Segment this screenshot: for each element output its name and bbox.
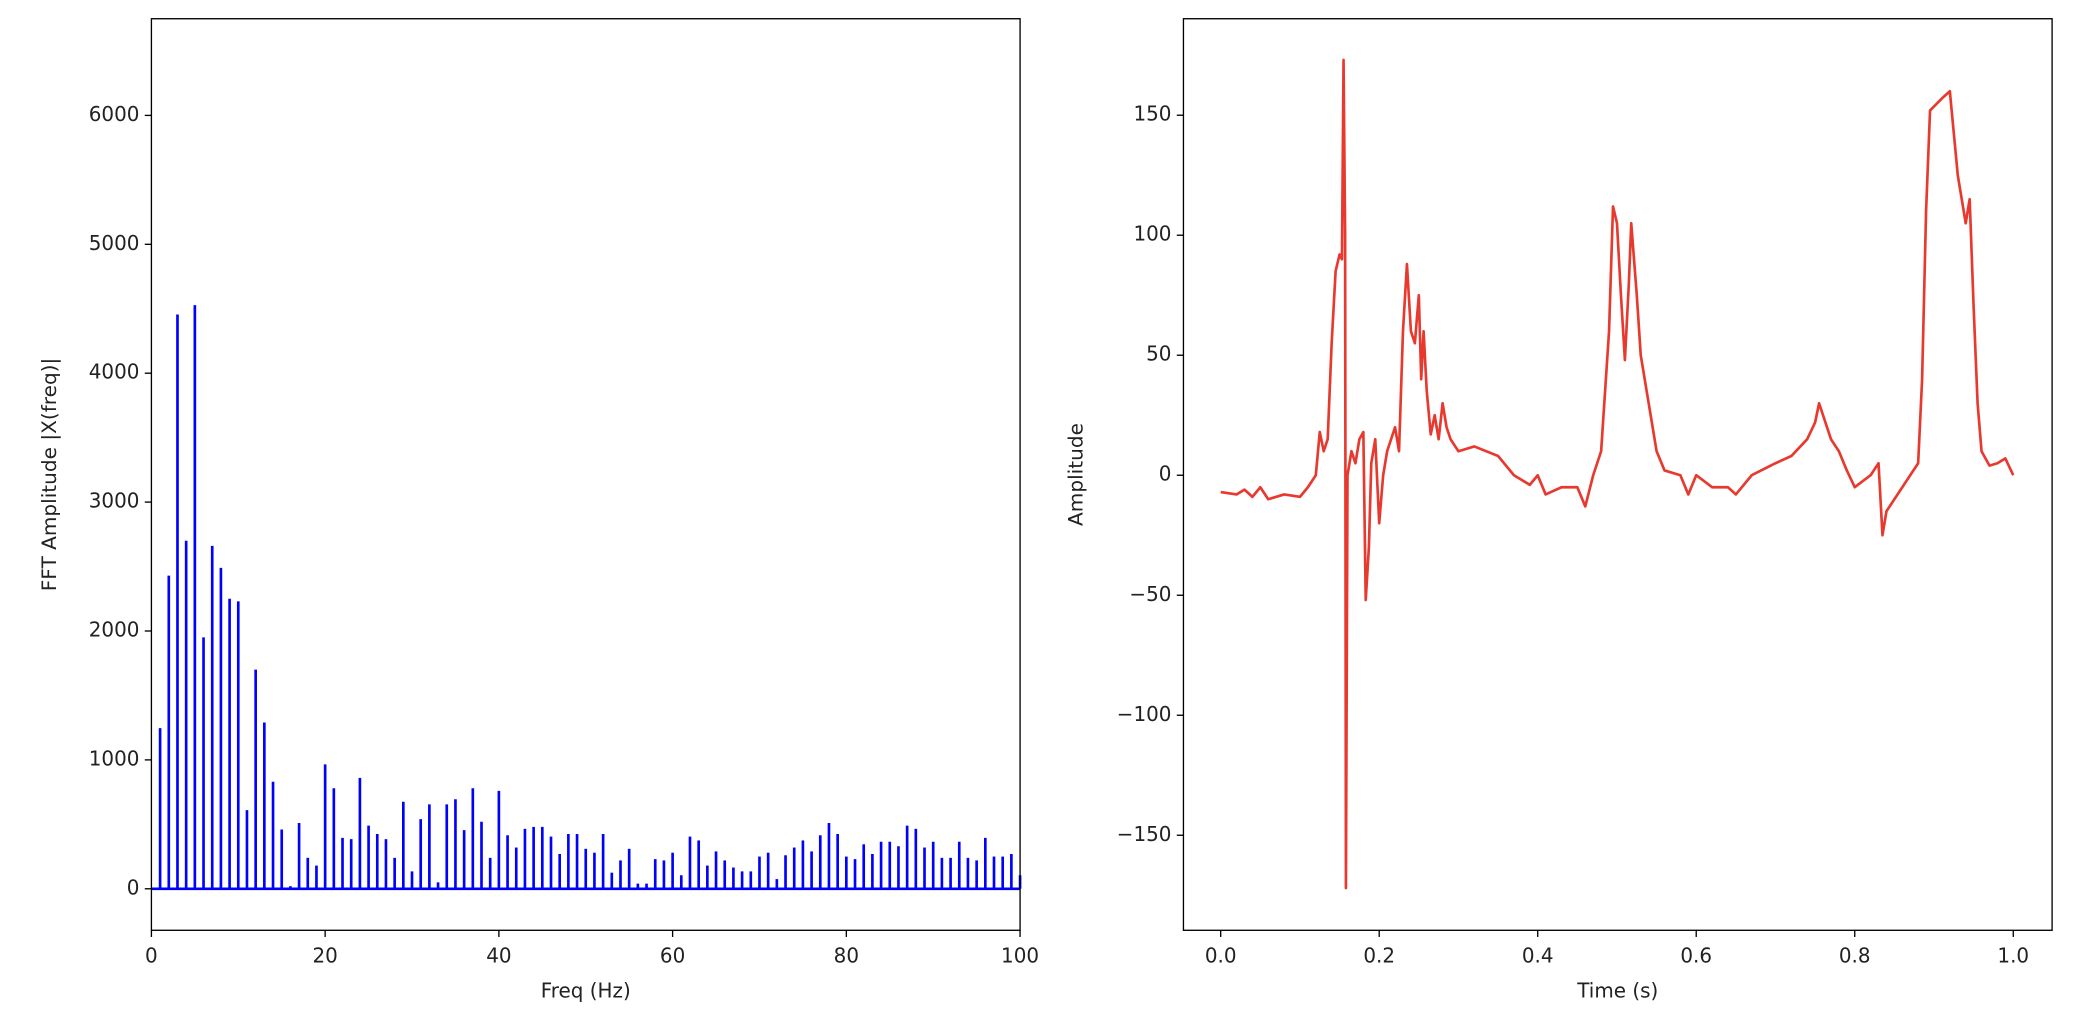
y-tick-label: 5000 bbox=[89, 231, 140, 255]
y-tick-label: 6000 bbox=[89, 102, 140, 126]
y-tick-label: 100 bbox=[1133, 222, 1171, 246]
x-tick-label: 20 bbox=[312, 944, 337, 968]
axes-frame bbox=[1182, 18, 2053, 931]
y-tick-label: 2000 bbox=[89, 617, 140, 641]
y-tick-label: −100 bbox=[1117, 702, 1172, 726]
y-tick-label: 50 bbox=[1146, 342, 1171, 366]
x-tick-label: 0 bbox=[145, 944, 158, 968]
x-tick-label: 100 bbox=[1001, 944, 1039, 968]
x-tick-label: 60 bbox=[660, 944, 685, 968]
x-tick-label: 0.2 bbox=[1363, 944, 1395, 968]
y-tick-label: 1000 bbox=[89, 746, 140, 770]
x-tick-label: 0.8 bbox=[1839, 944, 1871, 968]
signal-line bbox=[1220, 58, 2015, 890]
x-axis-label: Freq (Hz) bbox=[541, 978, 631, 1002]
y-tick-label: 4000 bbox=[89, 360, 140, 384]
x-tick-label: 80 bbox=[834, 944, 859, 968]
y-tick-label: 0 bbox=[1159, 462, 1172, 486]
x-tick-label: 1.0 bbox=[1997, 944, 2029, 968]
y-axis-label: FFT Amplitude |X(freq)| bbox=[37, 358, 61, 592]
y-tick-label: −150 bbox=[1117, 822, 1172, 846]
y-tick-label: 0 bbox=[127, 875, 140, 899]
y-axis-label: Amplitude bbox=[1064, 423, 1088, 526]
x-tick-label: 0.6 bbox=[1680, 944, 1712, 968]
y-tick-label: 150 bbox=[1133, 102, 1171, 126]
x-axis-label: Time (s) bbox=[1576, 978, 1658, 1002]
axes-frame bbox=[150, 18, 1021, 931]
x-tick-label: 0.4 bbox=[1522, 944, 1554, 968]
x-tick-label: 0.0 bbox=[1205, 944, 1237, 968]
y-tick-label: −50 bbox=[1129, 582, 1171, 606]
x-tick-label: 40 bbox=[486, 944, 511, 968]
y-tick-label: 3000 bbox=[89, 489, 140, 513]
